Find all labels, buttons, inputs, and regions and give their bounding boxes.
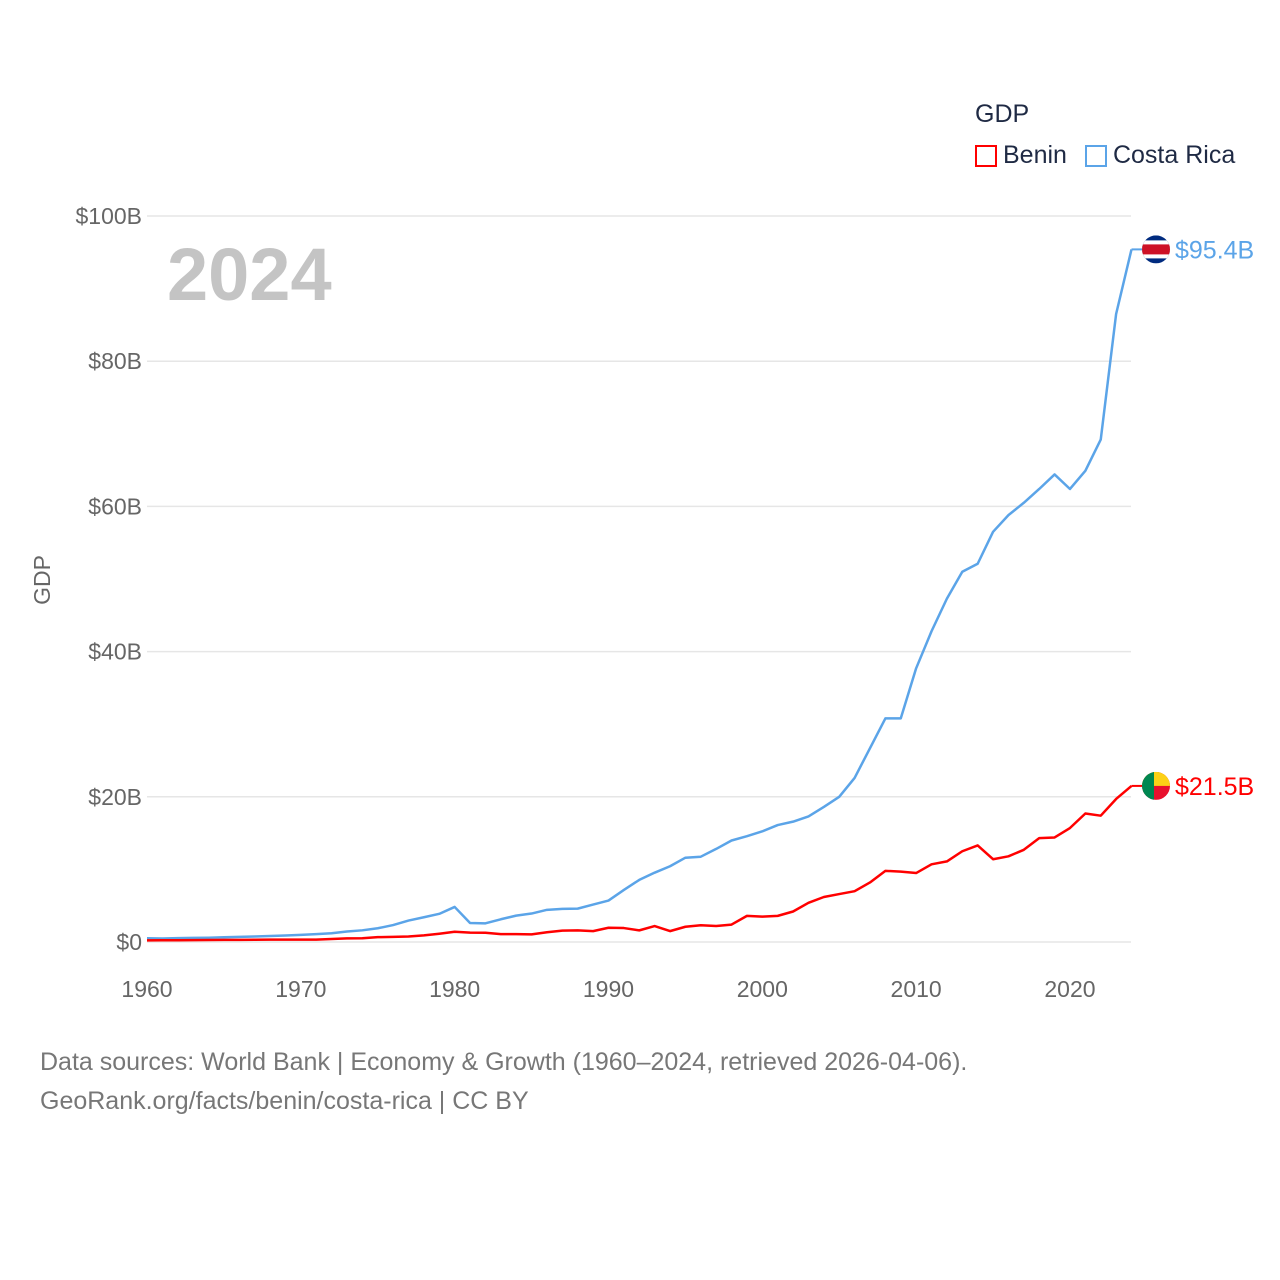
x-tick-label: 2000: [737, 976, 788, 1002]
x-tick-label: 1970: [275, 976, 326, 1002]
y-tick-label: $0: [116, 929, 142, 955]
legend-item-costa-rica[interactable]: Costa Rica: [1084, 141, 1236, 170]
legend: Benin Costa Rica: [975, 141, 1235, 170]
series-line-costa-rica[interactable]: [146, 249, 1133, 940]
end-value-label: $95.4B: [1175, 236, 1254, 264]
y-axis-label: GDP: [29, 555, 55, 605]
y-tick-label: $20B: [88, 784, 142, 810]
benin-swatch-icon: [975, 144, 997, 167]
data-source-note: Data sources: World Bank | Economy & Gro…: [40, 1043, 967, 1121]
legend-label: Costa Rica: [1112, 141, 1236, 169]
source-link[interactable]: GeoRank.org/facts/benin/costa-rica | CC …: [40, 1087, 529, 1115]
costa-rica-flag-icon: [1142, 235, 1170, 264]
legend-title: GDP: [975, 100, 1030, 128]
source-line: Data sources: World Bank | Economy & Gro…: [40, 1048, 968, 1076]
y-tick-label: $100B: [75, 203, 142, 229]
x-tick-label: 2020: [1044, 976, 1095, 1002]
y-tick-label: $60B: [88, 493, 142, 519]
series-line-benin[interactable]: [146, 784, 1133, 942]
x-tick-label: 1980: [429, 976, 480, 1002]
y-tick-label: $80B: [88, 348, 142, 374]
legend-label: Benin: [1003, 141, 1067, 169]
legend-item-benin[interactable]: Benin: [975, 141, 1067, 170]
costa-rica-swatch-icon: [1084, 144, 1107, 167]
year-watermark: 2024: [167, 233, 332, 316]
x-tick-label: 2010: [891, 976, 942, 1002]
x-tick-label: 1990: [583, 976, 634, 1002]
benin-flag-icon: [1142, 771, 1170, 800]
y-tick-label: $40B: [88, 639, 142, 665]
x-tick-label: 1960: [121, 976, 172, 1002]
end-value-label: $21.5B: [1175, 773, 1254, 801]
